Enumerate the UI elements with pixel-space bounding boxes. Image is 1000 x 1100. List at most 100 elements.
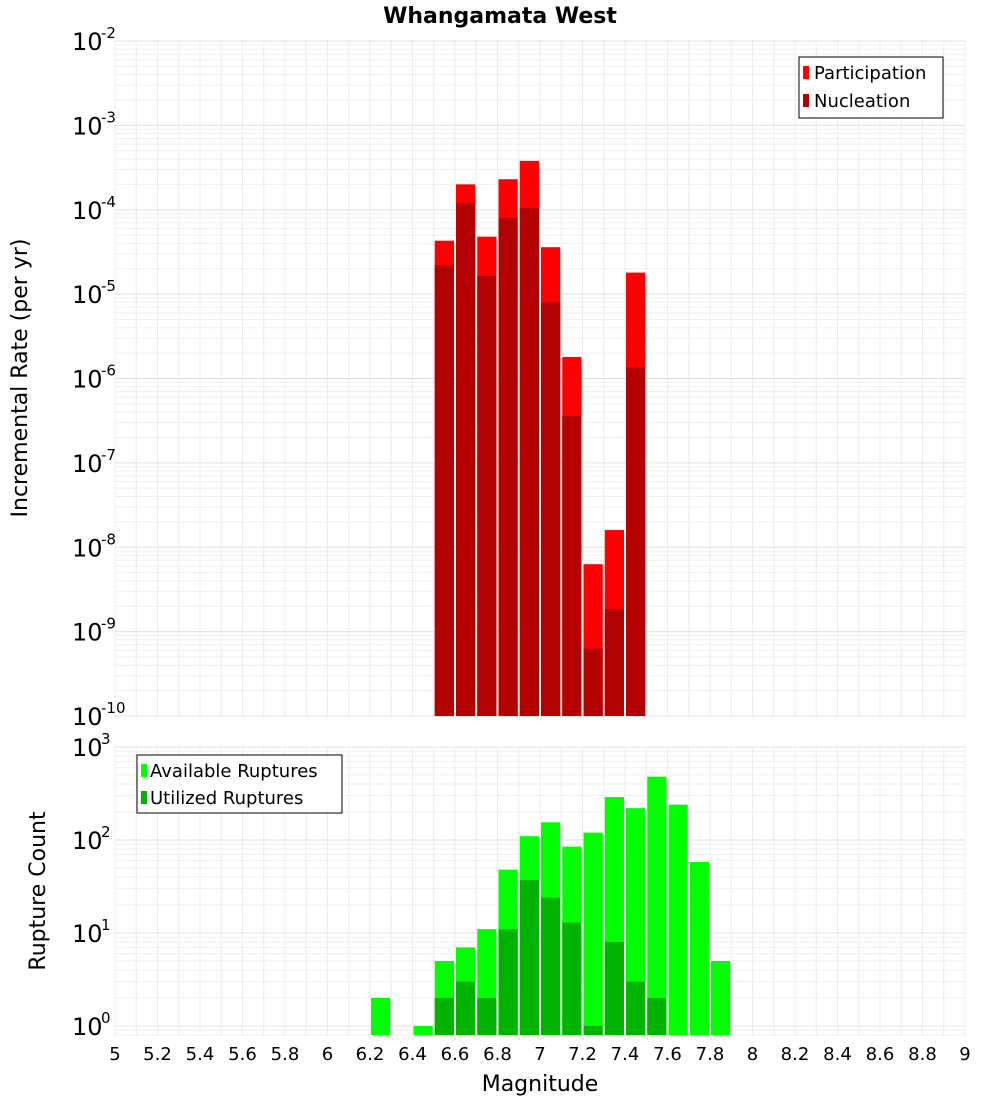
bar-nucleation (626, 367, 646, 716)
bar-utilized (519, 880, 539, 1035)
y-tick-label: 10 (72, 1013, 103, 1041)
bar-available (689, 861, 709, 1035)
y-tick-label: 10 (72, 112, 103, 140)
bar-nucleation (498, 217, 518, 716)
legend-label-participation: Participation (814, 63, 926, 84)
y-tick-exponent: -6 (101, 362, 116, 380)
x-tick-label: 6.6 (441, 1044, 470, 1065)
bar-nucleation (583, 648, 603, 716)
top-legend: Participation Nucleation (798, 56, 944, 119)
bottom-legend: Available Ruptures Utilized Ruptures (136, 754, 343, 814)
legend-swatch-available (141, 764, 147, 777)
bar-nucleation (477, 275, 497, 716)
bar-utilized (498, 929, 518, 1035)
y-tick-label: 10 (72, 281, 103, 309)
top-legend-box (798, 56, 944, 119)
y-tick-exponent: 2 (101, 823, 111, 841)
y-tick-exponent: -3 (101, 108, 116, 126)
legend-label-nucleation: Nucleation (814, 91, 910, 112)
y-tick-exponent: -2 (101, 24, 116, 42)
x-tick-label: 8.6 (866, 1044, 895, 1065)
chart-title: Whangamata West (383, 4, 617, 29)
x-tick-label: 5.2 (143, 1044, 172, 1065)
y-tick-label: 10 (72, 619, 103, 647)
bar-available (626, 808, 646, 1035)
x-tick-label: 7.6 (653, 1044, 682, 1065)
bar-utilized (626, 981, 646, 1035)
bar-available (583, 832, 603, 1035)
y-tick-label: 10 (72, 366, 103, 394)
x-tick-label: 9 (959, 1044, 970, 1065)
bar-utilized (562, 922, 582, 1035)
legend-swatch-participation (803, 66, 809, 79)
bar-utilized (434, 997, 454, 1035)
y-tick-label: 10 (72, 734, 103, 762)
x-tick-label: 6.8 (483, 1044, 512, 1065)
x-tick-labels: 5 5.2 5.4 5.6 5.8 6 6.2 6.4 6.6 6.8 7 7.2 7.4 7.6 7.8 8… (109, 1044, 970, 1065)
bar-nucleation (434, 265, 454, 716)
top-bars (434, 160, 646, 717)
bar-nucleation (519, 207, 539, 716)
bar-utilized (541, 897, 561, 1035)
x-tick-label: 8.8 (908, 1044, 937, 1065)
legend-label-utilized: Utilized Ruptures (150, 788, 303, 809)
x-tick-label: 7 (534, 1044, 545, 1065)
x-tick-label: 8 (747, 1044, 758, 1065)
bar-utilized (647, 997, 667, 1035)
y-tick-exponent: -8 (101, 530, 116, 548)
bottom-grid (114, 746, 966, 1036)
bar-available (668, 804, 688, 1035)
bar-nucleation (562, 415, 582, 716)
y-tick-exponent: -7 (101, 446, 116, 464)
top-grid (114, 40, 966, 717)
y-tick-exponent: -4 (101, 193, 116, 211)
x-tick-label: 8.4 (823, 1044, 852, 1065)
bottom-legend-box (136, 754, 343, 814)
x-tick-label: 7.4 (611, 1044, 640, 1065)
x-tick-label: 8.2 (781, 1044, 810, 1065)
x-tick-label: 5.8 (271, 1044, 300, 1065)
bar-utilized (477, 997, 497, 1035)
y-tick-exponent: 1 (101, 916, 111, 934)
x-tick-label: 6.2 (356, 1044, 385, 1065)
x-tick-label: 7.8 (696, 1044, 725, 1065)
x-tick-label: 6 (322, 1044, 333, 1065)
bar-available (413, 1025, 433, 1035)
y-tick-exponent: 3 (101, 730, 111, 748)
y-tick-label: 10 (72, 534, 103, 562)
bottom-y-axis-label: Rupture Count (26, 811, 51, 971)
bar-utilized (583, 1025, 603, 1035)
bar-nucleation (456, 203, 476, 716)
legend-swatch-nucleation (803, 94, 809, 107)
bar-nucleation (541, 302, 561, 716)
bar-available (371, 997, 391, 1035)
x-tick-label: 6.4 (398, 1044, 427, 1065)
x-tick-label: 5.4 (186, 1044, 215, 1065)
y-tick-exponent: -9 (101, 615, 116, 633)
y-tick-label: 10 (72, 197, 103, 225)
x-tick-label: 5 (109, 1044, 120, 1065)
x-tick-label: 7.2 (568, 1044, 597, 1065)
y-tick-label: 10 (72, 920, 103, 948)
x-tick-label: 5.6 (228, 1044, 257, 1065)
bar-available (711, 960, 731, 1035)
legend-swatch-utilized (141, 791, 147, 804)
top-plot: 10-210-310-410-510-610-710-810-910-10 In… (8, 24, 966, 731)
bar-utilized (456, 981, 476, 1035)
x-axis-label: Magnitude (482, 1072, 599, 1097)
top-y-axis-label: Incremental Rate (per yr) (8, 239, 33, 518)
y-tick-label: 10 (72, 450, 103, 478)
y-tick-label: 10 (72, 827, 103, 855)
y-tick-label: 10 (72, 28, 103, 56)
bar-utilized (604, 942, 624, 1035)
y-tick-exponent: -5 (101, 277, 116, 295)
y-tick-label: 10 (72, 703, 103, 731)
y-tick-exponent: 0 (101, 1009, 111, 1027)
y-tick-exponent: -10 (101, 699, 126, 717)
bar-nucleation (604, 609, 624, 716)
bottom-bars (371, 776, 731, 1035)
legend-label-available: Available Ruptures (150, 761, 318, 782)
